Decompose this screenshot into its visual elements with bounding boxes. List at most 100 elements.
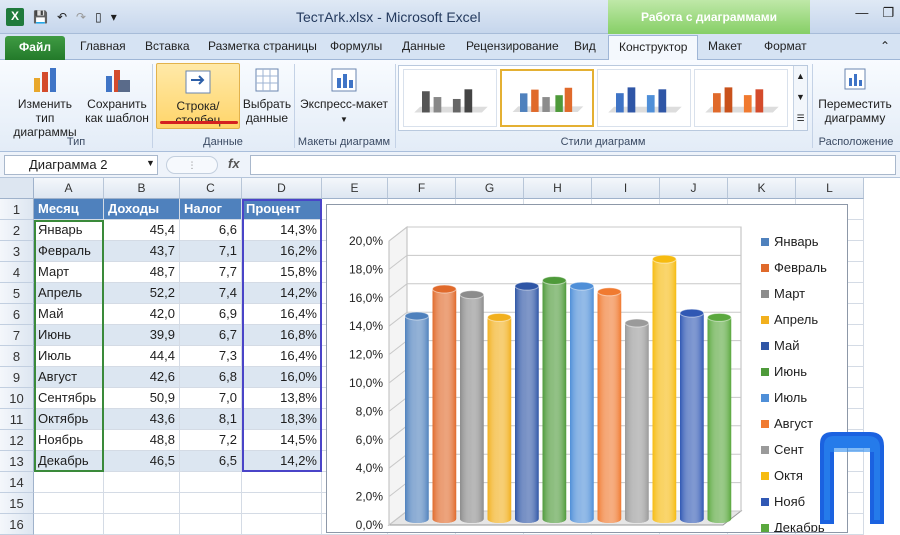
column-header-J[interactable]: J (660, 178, 728, 199)
empty-cell[interactable] (34, 514, 104, 535)
table-row-month-cell[interactable]: Апрель (34, 283, 104, 304)
table-row-value-cell[interactable]: 6,6 (180, 220, 242, 241)
column-header-G[interactable]: G (456, 178, 524, 199)
table-row-month-cell[interactable]: Сентябрь (34, 388, 104, 409)
table-row-value-cell[interactable]: 46,5 (104, 451, 180, 472)
row-header-9[interactable]: 9 (0, 367, 34, 388)
chart-style-thumb-4[interactable] (694, 69, 788, 127)
empty-cell[interactable] (242, 514, 322, 535)
restore-icon[interactable]: ❐ (882, 5, 894, 20)
column-header-C[interactable]: C (180, 178, 242, 199)
table-row-value-cell[interactable]: 48,7 (104, 262, 180, 283)
table-header-cell[interactable]: Доходы (104, 199, 180, 220)
empty-cell[interactable] (180, 514, 242, 535)
customize-toolbar-icon[interactable]: ▾ (110, 10, 117, 24)
empty-cell[interactable] (104, 514, 180, 535)
table-row-month-cell[interactable]: Январь (34, 220, 104, 241)
name-box[interactable]: Диаграмма 2 (4, 155, 158, 175)
legend-item[interactable]: Май (761, 338, 799, 353)
table-row-month-cell[interactable]: Октябрь (34, 409, 104, 430)
tab-layout[interactable]: Макет (708, 39, 742, 53)
new-document-icon[interactable]: ▯ (95, 10, 102, 24)
column-header-D[interactable]: D (242, 178, 322, 199)
table-row-value-cell[interactable]: 6,7 (180, 325, 242, 346)
row-header-7[interactable]: 7 (0, 325, 34, 346)
row-header-5[interactable]: 5 (0, 283, 34, 304)
table-row-value-cell[interactable]: 16,0% (242, 367, 322, 388)
tab-design[interactable]: Конструктор (608, 35, 699, 61)
select-all-corner[interactable] (0, 178, 34, 199)
formula-input[interactable] (250, 155, 896, 175)
bar-Май[interactable] (514, 281, 540, 523)
legend-item[interactable]: Июнь (761, 364, 807, 379)
bar-Июль[interactable] (569, 281, 595, 523)
tab-page-layout[interactable]: Разметка страницы (208, 39, 317, 53)
table-row-value-cell[interactable]: 16,2% (242, 241, 322, 262)
table-row-value-cell[interactable]: 14,3% (242, 220, 322, 241)
scroll-down-icon[interactable]: ▼ (796, 92, 805, 102)
column-header-L[interactable]: L (796, 178, 864, 199)
empty-cell[interactable] (34, 493, 104, 514)
undo-icon[interactable]: ↶ (56, 10, 68, 24)
table-row-value-cell[interactable]: 16,4% (242, 304, 322, 325)
chart-style-thumb-2-selected[interactable] (500, 69, 594, 127)
table-row-month-cell[interactable]: Декабрь (34, 451, 104, 472)
bar-Март[interactable] (459, 290, 485, 523)
bar-Октябрь[interactable] (652, 254, 677, 523)
table-row-value-cell[interactable]: 6,8 (180, 367, 242, 388)
table-row-value-cell[interactable]: 7,7 (180, 262, 242, 283)
empty-cell[interactable] (34, 472, 104, 493)
move-chart-button[interactable]: Переместить диаграмму (814, 66, 896, 125)
table-row-value-cell[interactable]: 39,9 (104, 325, 180, 346)
tab-data[interactable]: Данные (402, 39, 446, 53)
table-row-value-cell[interactable]: 50,9 (104, 388, 180, 409)
row-header-6[interactable]: 6 (0, 304, 34, 325)
legend-item[interactable]: Август (761, 416, 813, 431)
empty-cell[interactable] (180, 472, 242, 493)
table-row-value-cell[interactable]: 13,8% (242, 388, 322, 409)
table-row-value-cell[interactable]: 7,2 (180, 430, 242, 451)
table-row-value-cell[interactable]: 7,0 (180, 388, 242, 409)
table-row-value-cell[interactable]: 42,0 (104, 304, 180, 325)
tab-file[interactable]: Файл (5, 36, 65, 60)
table-row-month-cell[interactable]: Июнь (34, 325, 104, 346)
row-header-15[interactable]: 15 (0, 493, 34, 514)
legend-item[interactable]: Июль (761, 390, 807, 405)
legend-item[interactable]: Декабрь (761, 520, 825, 532)
redo-icon[interactable]: ↷ (76, 10, 87, 24)
table-row-value-cell[interactable]: 15,8% (242, 262, 322, 283)
empty-cell[interactable] (242, 472, 322, 493)
save-icon[interactable]: 💾 (33, 10, 48, 24)
tab-formulas[interactable]: Формулы (330, 39, 383, 53)
table-row-value-cell[interactable]: 42,6 (104, 367, 180, 388)
table-row-value-cell[interactable]: 44,4 (104, 346, 180, 367)
bar-Декабрь[interactable] (707, 312, 732, 523)
bar-Август[interactable] (597, 287, 622, 523)
empty-cell[interactable] (104, 493, 180, 514)
table-row-value-cell[interactable]: 16,4% (242, 346, 322, 367)
table-row-value-cell[interactable]: 14,2% (242, 283, 322, 304)
help-icon[interactable]: ⌃ (880, 39, 891, 53)
tab-view[interactable]: Вид (574, 39, 596, 53)
formula-bar-expand-icon[interactable]: ⋮ (166, 156, 218, 174)
legend-item[interactable]: Нояб (761, 494, 805, 509)
table-row-value-cell[interactable]: 7,1 (180, 241, 242, 262)
table-row-month-cell[interactable]: Июль (34, 346, 104, 367)
change-chart-type-button[interactable]: Изменить тип диаграммы (8, 66, 82, 139)
bar-Ноябрь[interactable] (679, 308, 705, 523)
row-header-3[interactable]: 3 (0, 241, 34, 262)
table-row-value-cell[interactable]: 52,2 (104, 283, 180, 304)
empty-cell[interactable] (180, 493, 242, 514)
bar-Июнь[interactable] (542, 275, 567, 523)
table-row-value-cell[interactable]: 18,3% (242, 409, 322, 430)
switch-row-column-button[interactable]: Строка/столбец (156, 63, 240, 129)
legend-item[interactable]: Январь (761, 234, 819, 249)
chart-style-thumb-3[interactable] (597, 69, 691, 127)
table-row-value-cell[interactable]: 14,5% (242, 430, 322, 451)
bar-Апрель[interactable] (487, 312, 512, 523)
table-header-cell[interactable]: Процент (242, 199, 322, 220)
row-header-11[interactable]: 11 (0, 409, 34, 430)
tab-review[interactable]: Рецензирование (466, 39, 559, 53)
table-row-value-cell[interactable]: 45,4 (104, 220, 180, 241)
gallery-scrollbar[interactable]: ▲ ▼ ☰ (793, 66, 807, 130)
